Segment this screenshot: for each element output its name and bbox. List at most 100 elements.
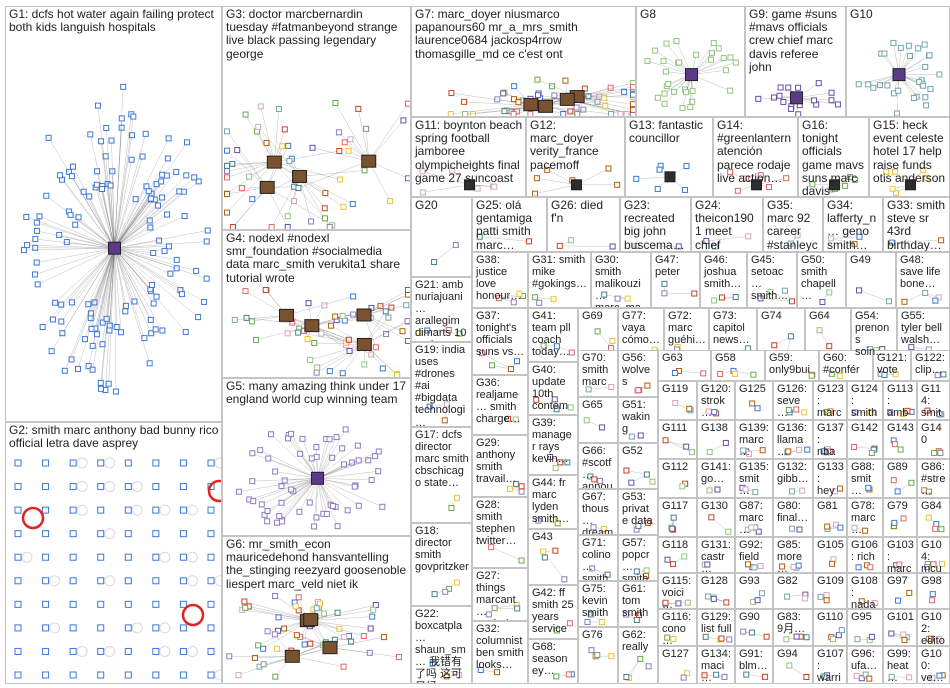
- vertex: [469, 111, 476, 116]
- edge: [114, 248, 152, 334]
- edge: [665, 440, 687, 447]
- vertex: [649, 478, 656, 485]
- group-network-graph: [740, 628, 770, 640]
- vertex: [669, 525, 676, 532]
- edge: [114, 114, 132, 249]
- group-network-graph: [588, 647, 615, 660]
- vertex: [224, 174, 230, 181]
- vertex: [661, 290, 668, 297]
- vertex: [788, 298, 795, 305]
- vertex: [828, 97, 835, 104]
- vertex: [682, 186, 689, 193]
- vertex: [621, 88, 628, 95]
- self-loop: [131, 504, 143, 516]
- group-network-graph: [532, 165, 621, 196]
- vertex: [179, 624, 187, 632]
- vertex: [675, 600, 682, 607]
- vertex: [565, 671, 572, 678]
- vertex: [888, 239, 895, 246]
- vertex: [779, 563, 786, 570]
- vertex: [332, 99, 339, 106]
- group-panel: G40: update 10th contem…: [528, 362, 578, 415]
- vertex: [88, 325, 95, 332]
- vertex: [48, 348, 55, 355]
- group-network-graph: [755, 80, 841, 116]
- edge: [46, 195, 115, 249]
- vertex: [633, 175, 640, 182]
- vertex: [355, 105, 362, 112]
- edge: [114, 248, 151, 290]
- vertex: [510, 111, 517, 116]
- group-network-graph: [750, 590, 765, 605]
- vertex: [630, 106, 635, 113]
- vertex: [660, 58, 667, 65]
- vertex: [799, 487, 806, 494]
- vertex: [224, 191, 230, 198]
- group-panel: G121: vote: [873, 350, 911, 381]
- vertex: [637, 432, 644, 439]
- vertex: [679, 483, 686, 490]
- vertex: [858, 598, 865, 605]
- vertex: [33, 259, 40, 266]
- vertex: [727, 87, 734, 94]
- vertex: [89, 366, 96, 373]
- vertex: [562, 77, 569, 84]
- vertex: [260, 645, 267, 652]
- group-panel: G51: waking: [618, 397, 658, 443]
- group-panel: G26: died f'n: [547, 197, 620, 252]
- vertex: [560, 111, 567, 116]
- group-network-graph: [827, 233, 863, 248]
- edge: [427, 329, 449, 331]
- vertex: [124, 506, 132, 514]
- group-panel: G132: gibb…: [773, 459, 813, 498]
- edge: [275, 471, 318, 479]
- edge: [298, 332, 365, 345]
- vertex: [891, 168, 898, 175]
- group-network-graph: [929, 672, 946, 681]
- vertex: [288, 430, 295, 437]
- group-network-graph: [787, 232, 801, 247]
- edge: [114, 175, 187, 249]
- vertex: [688, 449, 695, 456]
- vertex: [589, 565, 596, 572]
- group-panel: G103: marc…: [883, 537, 917, 573]
- vertex: [332, 313, 339, 320]
- edge: [114, 248, 156, 330]
- vertex: [97, 385, 104, 392]
- edge: [233, 187, 268, 228]
- group-panel: G71: colino… smith…: [578, 535, 618, 581]
- edge: [577, 86, 634, 97]
- group-network-graph: [431, 579, 460, 598]
- vertex: [42, 624, 50, 632]
- vertex: [883, 168, 890, 175]
- vertex: [56, 231, 63, 238]
- edge: [114, 248, 152, 292]
- vertex: [672, 400, 679, 407]
- vertex: [68, 173, 75, 180]
- vertex: [551, 92, 558, 99]
- vertex: [99, 319, 106, 326]
- vertex: [705, 593, 712, 600]
- group-panel: G27: things marcant… smthabo…: [472, 568, 528, 621]
- group-panel: G94: [773, 646, 813, 684]
- group-network-graph: [820, 672, 831, 680]
- self-loop: [186, 504, 198, 516]
- vertex: [207, 530, 215, 538]
- vertex: [900, 515, 907, 522]
- vertex: [448, 90, 455, 97]
- vertex: [936, 71, 943, 78]
- edge: [109, 248, 115, 331]
- vertex: [670, 635, 677, 642]
- vertex: [794, 232, 801, 239]
- self-loop-highlight: [21, 506, 45, 530]
- vertex: [33, 219, 40, 226]
- vertex: [429, 660, 436, 667]
- vertex: [139, 153, 146, 160]
- vertex: [921, 41, 928, 48]
- group-panel: G24: theicon1901 meet chief developmen…: [691, 197, 763, 252]
- vertex: [495, 295, 502, 302]
- vertex: [895, 597, 902, 604]
- vertex: [279, 143, 286, 150]
- vertex: [146, 360, 153, 367]
- edge: [770, 291, 793, 302]
